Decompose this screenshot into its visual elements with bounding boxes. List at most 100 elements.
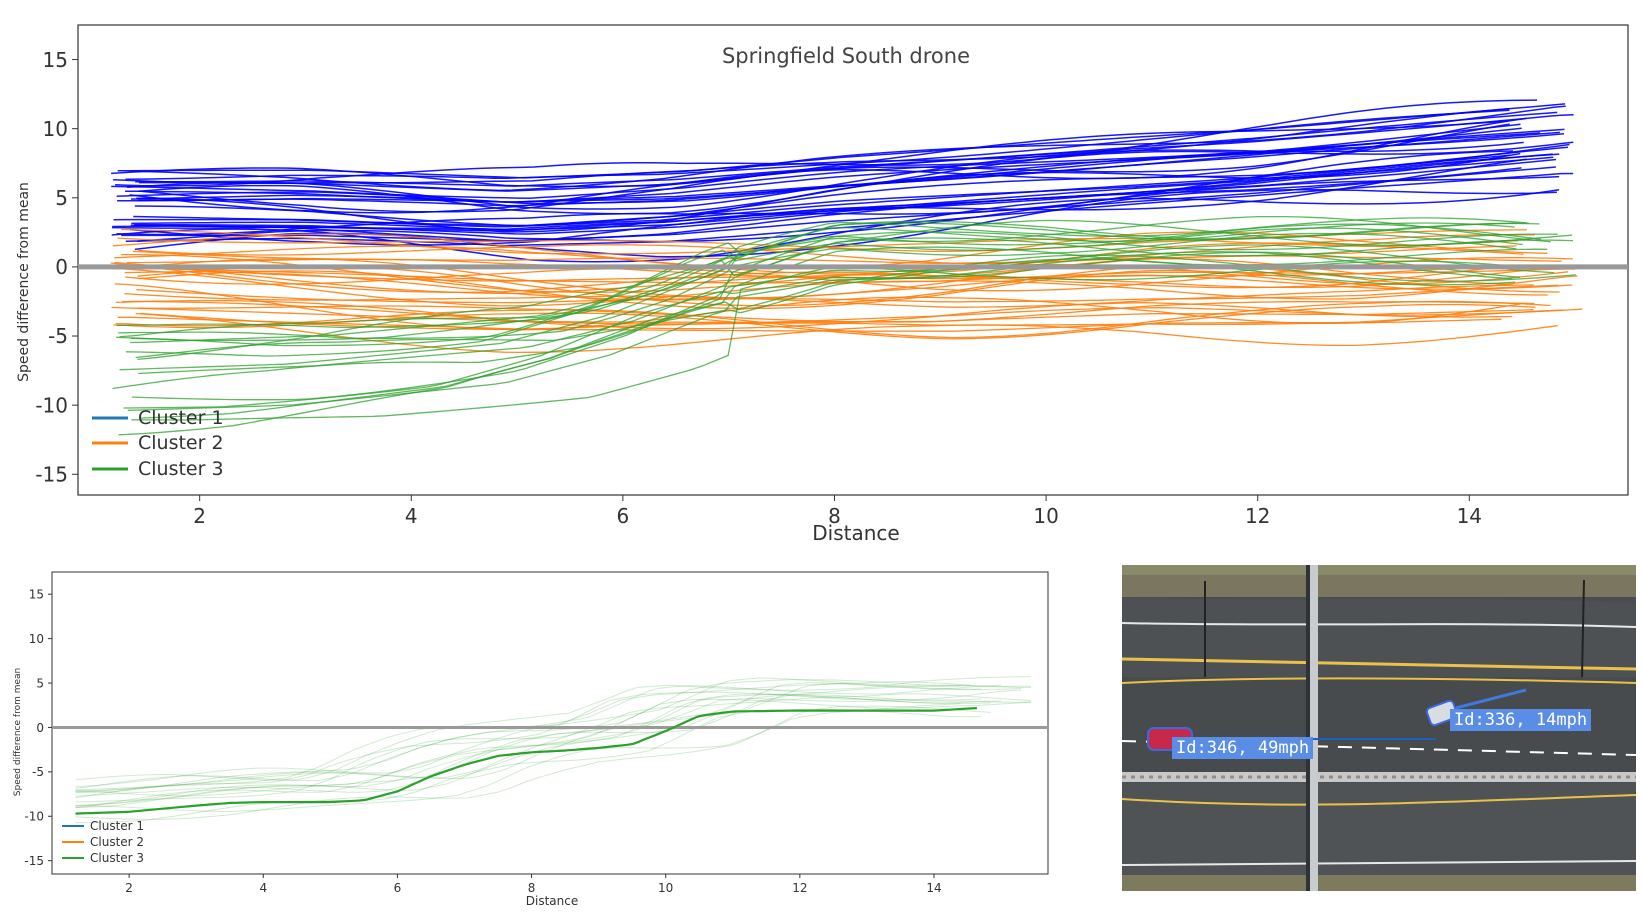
cluster-3-background-line [75,693,1032,803]
small-legend: Cluster 1 Cluster 2 Cluster 3 [62,819,144,865]
cluster-2-trajectory-line [120,253,1569,293]
cluster-1-trajectory-line [111,189,1560,263]
y-tick-label: 5 [55,186,68,210]
x-tick-label: 6 [617,504,630,528]
small-x-ticks: 2 4 6 8 10 12 14 [125,874,942,895]
cluster-1-trajectory-line [134,158,1557,235]
cluster-3-background-line [75,679,1032,794]
cluster-1-trajectory-line [133,146,1569,227]
cluster-3-trajectory-line [123,251,1521,409]
y-tick-label: 15 [29,588,44,602]
cluster-3-background-line [75,693,1032,808]
x-tick-label: 10 [1033,504,1058,528]
y-tick-label: -10 [24,810,44,824]
small-legend-label-cluster-3: Cluster 3 [90,851,144,865]
cluster-3-background-line [75,689,1022,797]
cluster-3-background-line [75,677,961,788]
cluster-3-background-line [75,691,981,799]
drone-video-frame: Id:346, 49mph Id:336, 14mph [1122,565,1636,891]
cluster-3-trajectory-line [116,215,1551,342]
small-plot-frame [51,571,1049,875]
main-x-axis-label: Distance [812,521,899,545]
cluster-3-background-line [75,705,992,820]
cluster-2-trajectory-line [124,284,1534,308]
y-tick-label: -5 [32,765,44,779]
cluster-2-trajectory-line [117,316,1502,332]
cluster-3-mean-line [75,707,977,815]
small-y-ticks: 15 10 5 0 -5 -10 -15 [24,588,52,868]
small-legend-label-cluster-1: Cluster 1 [90,819,144,833]
main-y-axis-label: Speed difference from mean [16,182,32,382]
cluster-1-trajectory-line [117,103,1566,179]
vehicle-336-car [1425,699,1459,727]
x-tick-label: 12 [1245,504,1270,528]
cluster-3-trajectory-line [127,251,1512,411]
small-y-axis-label: Speed difference from mean [13,668,23,796]
vehicle-346-label: Id:346, 49mph [1172,737,1314,759]
cluster-3-trajectory-line [135,231,1558,359]
x-tick-label: 6 [394,881,402,895]
cluster-1-trajectory-line [131,156,1554,231]
x-tick-label: 2 [125,881,133,895]
cluster-3-background-line [75,682,1022,793]
cluster-2-trajectory-line [115,300,1551,339]
x-tick-label: 12 [792,881,807,895]
small-legend-label-cluster-2: Cluster 2 [90,835,144,849]
main-x-ticks: 2 4 6 8 10 12 14 [193,495,1482,528]
cluster-3-trajectory-line [118,222,1515,339]
cluster-2-trajectory-line [115,299,1513,330]
cluster-2-trajectory-line [114,242,1524,275]
cluster-1-trajectory-line [137,131,1560,207]
y-tick-label: -15 [35,462,68,486]
main-chart: 2 4 6 8 10 12 14 15 10 5 0 -5 -10 -15 Springfield So… [16,24,1629,545]
y-tick-label: 15 [43,48,68,72]
cluster-3-trajectory-line [138,237,1574,375]
legend-label-cluster-3: Cluster 3 [138,458,224,480]
cluster-3-background-line [75,693,1002,807]
main-y-ticks: 15 10 5 0 -5 -10 -15 [35,48,78,486]
cluster-1-trajectory-line [113,107,1510,185]
cluster-3-background-line [75,676,1032,781]
main-series-group [110,99,1583,436]
cluster-1-trajectory-line [138,141,1574,215]
cluster-3-background-line [75,698,1032,809]
y-tick-label: 0 [36,721,44,735]
x-tick-label: 4 [405,504,418,528]
cluster-1-trajectory-line [130,158,1527,246]
x-tick-label: 14 [1457,504,1482,528]
cluster-3-background-line [75,682,981,792]
cluster-1-trajectory-line [115,99,1538,187]
x-tick-label: 14 [926,881,941,895]
x-tick-label: 8 [528,881,536,895]
legend-label-cluster-2: Cluster 2 [138,432,224,454]
cluster-3-trajectory-line [137,219,1573,361]
main-chart-title: Springfield South drone [722,44,970,68]
y-tick-label: -15 [24,854,44,868]
small-chart: 2 4 6 8 10 12 14 15 10 5 0 -5 -10 -15 Distance Speed… [13,571,1049,908]
small-x-axis-label: Distance [526,894,578,908]
x-tick-label: 2 [193,504,206,528]
main-legend: Cluster 1 Cluster 2 Cluster 3 [92,407,224,480]
legend-label-cluster-1: Cluster 1 [138,407,224,429]
x-tick-label: 4 [259,881,267,895]
y-tick-label: 10 [29,632,44,646]
cluster-1-trajectory-line [129,117,1527,214]
y-tick-label: 5 [36,676,44,690]
vehicle-336-label: Id:336, 14mph [1450,709,1592,731]
cluster-3-trajectory-line [118,258,1516,436]
cluster-3-trajectory-line [112,246,1548,390]
cluster-1-trajectory-line [138,114,1574,192]
cluster-1-trajectory-line [134,143,1570,227]
y-tick-label: -10 [35,393,68,417]
cluster-3-trajectory-line [130,222,1540,344]
cluster-1-trajectory-line [121,166,1556,243]
x-tick-label: 10 [658,881,673,895]
cluster-3-trajectory-line [116,217,1527,329]
cluster-1-trajectory-line [130,105,1566,192]
cluster-3-background-line [75,684,1002,789]
y-tick-label: -5 [48,324,68,348]
cluster-3-background-line [75,685,1032,797]
x-tick-label: 8 [828,504,841,528]
cluster-3-trajectory-line [119,232,1517,371]
cluster-3-trajectory-line [125,227,1523,357]
